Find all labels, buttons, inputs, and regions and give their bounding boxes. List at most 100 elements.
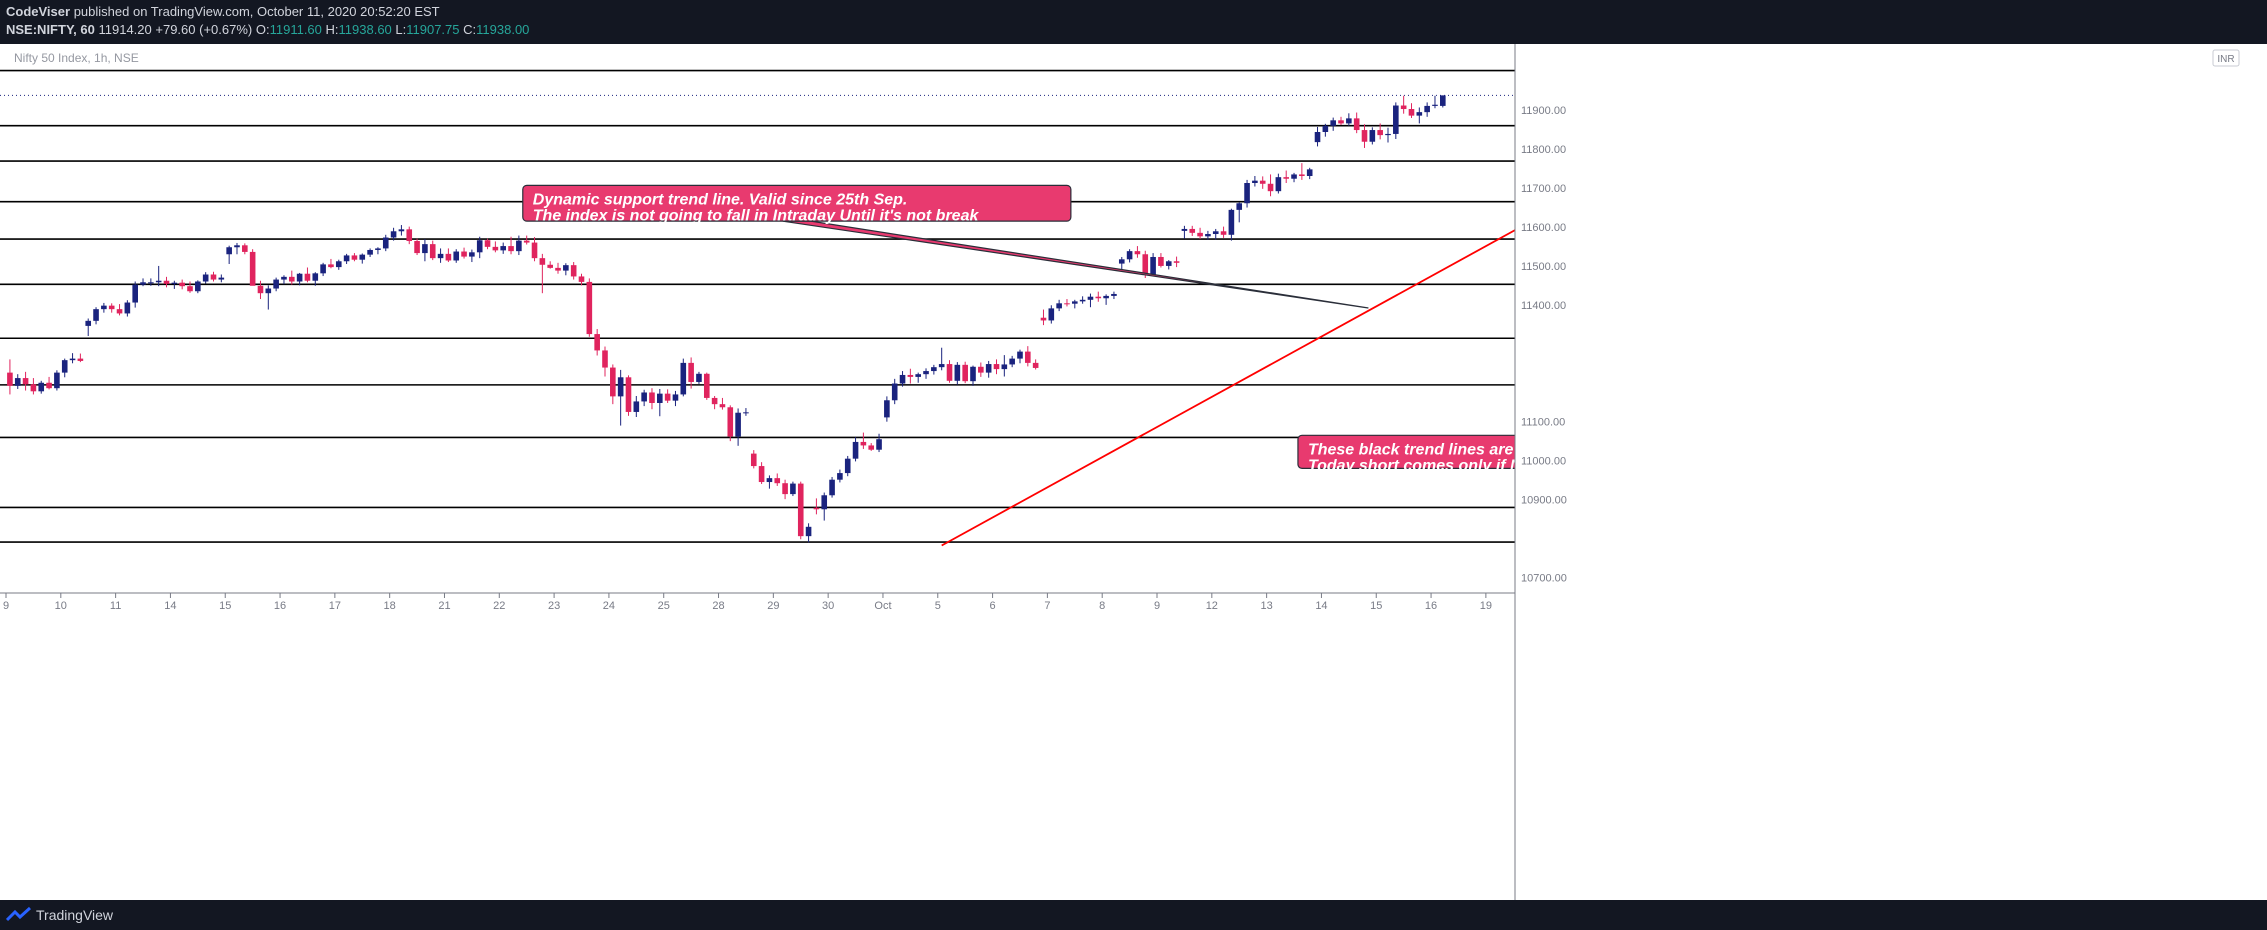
candle-body[interactable]: [140, 282, 146, 285]
candle-body[interactable]: [1432, 104, 1438, 106]
candle-body[interactable]: [1220, 231, 1227, 235]
candle-body[interactable]: [1244, 183, 1250, 204]
candle-body[interactable]: [54, 372, 60, 389]
candle-body[interactable]: [382, 237, 389, 249]
candle-body[interactable]: [797, 483, 804, 537]
candle-body[interactable]: [1189, 228, 1196, 233]
candle-body[interactable]: [1048, 308, 1055, 321]
candle-body[interactable]: [821, 495, 828, 510]
candle-body[interactable]: [516, 240, 522, 252]
candle-body[interactable]: [1236, 203, 1243, 210]
candle-body[interactable]: [758, 466, 765, 483]
candle-body[interactable]: [30, 384, 37, 392]
candle-body[interactable]: [1259, 180, 1266, 184]
candle-body[interactable]: [837, 473, 843, 480]
candle-body[interactable]: [1393, 105, 1399, 134]
candle-body[interactable]: [829, 479, 835, 496]
candle-body[interactable]: [1017, 351, 1023, 359]
candle-body[interactable]: [398, 229, 405, 232]
candle-body[interactable]: [163, 280, 170, 284]
candle-body[interactable]: [891, 383, 898, 401]
candle-body[interactable]: [1025, 351, 1031, 363]
candle-body[interactable]: [657, 393, 663, 403]
candle-body[interactable]: [46, 382, 52, 389]
candle-body[interactable]: [852, 441, 859, 459]
candle-body[interactable]: [1009, 358, 1015, 365]
candle-body[interactable]: [1212, 231, 1219, 235]
candle-body[interactable]: [1314, 131, 1321, 143]
currency-badge[interactable]: INR: [2212, 49, 2240, 67]
candle-body[interactable]: [492, 246, 499, 251]
candle-body[interactable]: [1385, 133, 1391, 136]
candle-body[interactable]: [719, 404, 726, 408]
candle-body[interactable]: [202, 274, 209, 282]
candle-body[interactable]: [38, 382, 45, 392]
candle-body[interactable]: [1267, 183, 1274, 192]
candle-body[interactable]: [633, 401, 640, 412]
candle-body[interactable]: [586, 281, 593, 335]
candle-body[interactable]: [727, 407, 734, 437]
candle-body[interactable]: [1142, 254, 1149, 275]
chart-area[interactable]: 12001.8911860.2111769.2611664.9311569.14…: [0, 44, 2267, 900]
candle-body[interactable]: [813, 507, 820, 510]
candle-body[interactable]: [249, 251, 256, 286]
candle-body[interactable]: [1040, 317, 1047, 321]
candle-body[interactable]: [469, 252, 475, 257]
candle-body[interactable]: [610, 367, 616, 397]
candle-body[interactable]: [970, 366, 976, 382]
candle-body[interactable]: [664, 393, 671, 401]
candle-body[interactable]: [978, 366, 984, 373]
candle-body[interactable]: [985, 364, 992, 373]
price-axis[interactable]: [1515, 44, 2267, 900]
candle-body[interactable]: [343, 255, 350, 262]
candle-body[interactable]: [85, 320, 92, 326]
candle-body[interactable]: [210, 274, 217, 280]
candle-body[interactable]: [69, 358, 76, 361]
candle-body[interactable]: [1118, 259, 1125, 264]
candle-body[interactable]: [1408, 109, 1415, 116]
callout-box[interactable]: [522, 184, 1072, 222]
candle-body[interactable]: [1416, 112, 1423, 116]
candle-body[interactable]: [1228, 209, 1235, 235]
candle-body[interactable]: [555, 267, 561, 271]
tradingview-brand[interactable]: TradingView: [36, 907, 114, 923]
candle-body[interactable]: [594, 334, 600, 351]
candle-body[interactable]: [1275, 177, 1282, 192]
candle-body[interactable]: [484, 240, 491, 247]
candle-body[interactable]: [22, 378, 29, 385]
candle-body[interactable]: [7, 372, 13, 386]
candle-body[interactable]: [1400, 105, 1407, 110]
candle-body[interactable]: [876, 439, 882, 450]
candle-body[interactable]: [1252, 180, 1258, 184]
candle-body[interactable]: [77, 358, 84, 361]
candle-body[interactable]: [1205, 234, 1211, 237]
candle-body[interactable]: [931, 367, 937, 372]
candle-body[interactable]: [476, 240, 483, 253]
candle-body[interactable]: [703, 373, 710, 398]
candle-body[interactable]: [1299, 174, 1305, 176]
candle-body[interactable]: [790, 483, 796, 495]
candle-body[interactable]: [570, 265, 577, 277]
candle-body[interactable]: [226, 247, 232, 255]
candle-body[interactable]: [1150, 256, 1156, 275]
symbol-name[interactable]: NSE:NIFTY, 60: [6, 22, 95, 37]
candle-body[interactable]: [962, 364, 968, 382]
candle-body[interactable]: [108, 305, 115, 310]
candle-body[interactable]: [429, 244, 436, 259]
candle-body[interactable]: [954, 364, 961, 381]
candle-body[interactable]: [680, 362, 687, 395]
candle-body[interactable]: [406, 229, 413, 242]
candle-body[interactable]: [234, 245, 240, 248]
candle-body[interactable]: [1291, 174, 1297, 179]
candle-body[interactable]: [265, 288, 272, 294]
candle-body[interactable]: [320, 264, 326, 274]
candle-body[interactable]: [1126, 251, 1133, 260]
candle-body[interactable]: [116, 309, 123, 314]
candle-body[interactable]: [1087, 296, 1094, 300]
candle-body[interactable]: [782, 483, 788, 495]
candle-body[interactable]: [93, 309, 99, 321]
candle-body[interactable]: [1369, 130, 1376, 142]
candle-body[interactable]: [304, 273, 311, 281]
candle-body[interactable]: [946, 364, 953, 381]
candle-body[interactable]: [335, 261, 342, 268]
